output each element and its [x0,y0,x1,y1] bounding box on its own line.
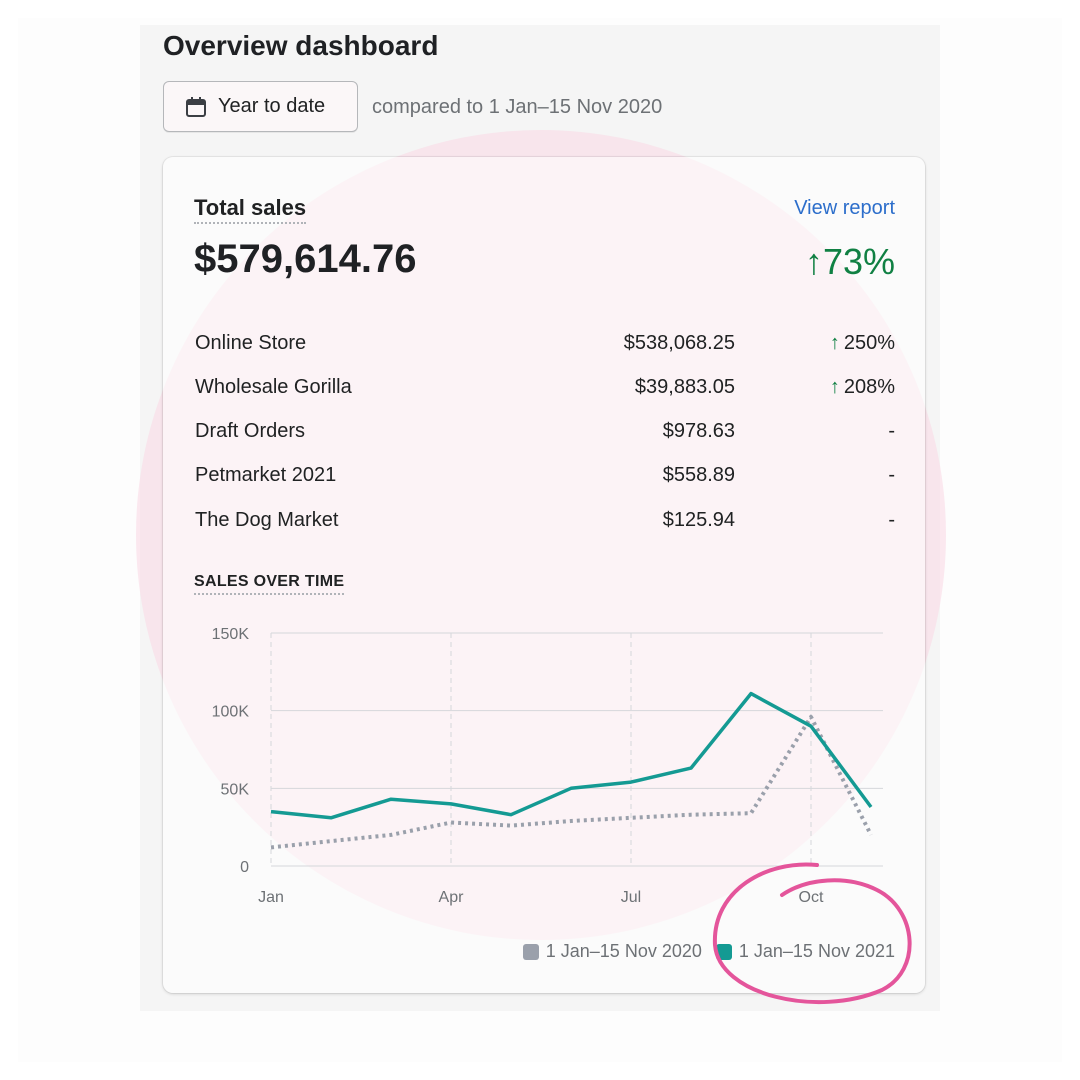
channel-amount: $125.94 [662,509,735,531]
y-tick-label: 0 [240,859,249,876]
channel-change-value: - [888,509,895,531]
channel-name: Online Store [195,332,307,354]
legend-swatch [715,943,732,960]
legend-label: 1 Jan–15 Nov 2021 [738,941,895,961]
x-tick-label: Apr [439,889,465,906]
view-report-link[interactable]: View report [794,197,895,219]
channel-change-value: 208% [843,376,895,398]
legend-item[interactable]: 1 Jan–15 Nov 2020 [522,941,702,962]
channel-name: Petmarket 2021 [195,464,337,486]
x-tick-label: Jul [621,889,641,906]
total-sales-value: $579,614.76 [194,237,417,281]
compare-text: compared to 1 Jan–15 Nov 2020 [372,96,663,118]
legend-item[interactable]: 1 Jan–15 Nov 2021 [715,941,895,962]
series-line-current [270,691,873,820]
calendar-icon [186,96,206,117]
channel-name: Draft Orders [195,420,306,442]
card-title[interactable]: Total sales [194,195,307,224]
y-tick-label: 150K [212,626,250,643]
legend-label: 1 Jan–15 Nov 2020 [545,941,702,961]
date-range-button[interactable]: Year to date [163,81,358,132]
total-sales-card: Total sales View report $579,614.76 ↑73%… [163,157,925,993]
channel-row: Online Store $538,068.25 ↑ 250% [195,332,895,362]
series-line-previous [270,714,873,850]
channel-row: Wholesale Gorilla $39,883.05 ↑ 208% [195,376,895,406]
page-title: Overview dashboard [163,30,439,61]
channel-change: ↑ 250% [830,332,895,355]
channel-amount: $978.63 [662,420,735,442]
up-arrow-icon: ↑ [829,332,840,354]
channel-row: Petmarket 2021 $558.89 - [195,464,895,494]
channel-change-value: 250% [843,332,895,354]
x-tick-label: Oct [799,889,824,906]
up-arrow-icon: ↑ [829,376,840,398]
channel-amount: $558.89 [662,464,735,486]
channel-change-value: - [888,420,895,442]
total-sales-change: ↑73% [804,241,895,282]
channel-amount: $538,068.25 [623,332,735,354]
sales-over-time-chart: 0 50K 100K 150K Jan Apr Jul Oct [212,626,883,906]
channel-change-value: - [888,464,895,486]
sales-over-time-title[interactable]: SALES OVER TIME [194,573,345,595]
channel-amount: $39,883.05 [634,376,735,398]
x-tick-label: Jan [258,889,284,906]
legend-swatch [522,943,539,960]
channel-name: The Dog Market [195,509,339,531]
date-range-label: Year to date [218,95,326,117]
chart-legend: 1 Jan–15 Nov 2020 1 Jan–15 Nov 2021 [509,941,895,962]
y-tick-label: 50K [221,781,250,798]
channel-row: The Dog Market $125.94 - [195,509,895,539]
channel-change: ↑ 208% [830,376,895,399]
channel-name: Wholesale Gorilla [195,376,352,398]
channel-row: Draft Orders $978.63 - [195,420,895,450]
y-tick-label: 100K [212,704,250,721]
